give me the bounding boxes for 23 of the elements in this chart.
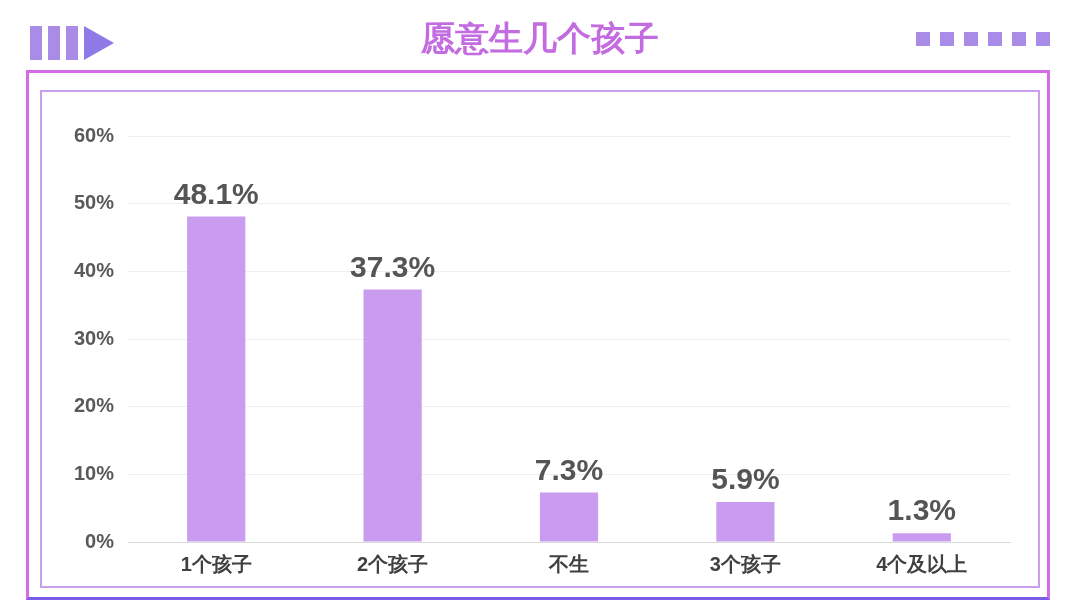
y-tick-label: 40% [74,258,115,281]
x-tick-label: 4个及以上 [876,552,968,575]
bar [716,502,775,542]
bar [892,533,951,542]
x-tick-label: 2个孩子 [357,552,429,575]
x-tick-label: 1个孩子 [180,552,252,575]
x-tick-label: 3个孩子 [709,552,781,575]
data-label: 37.3% [350,249,436,283]
bar [363,289,422,542]
data-label: 1.3% [887,493,956,527]
x-tick-label: 不生 [548,552,590,575]
chart-title: 愿意生几个孩子 [420,18,660,59]
y-tick-label: 50% [74,191,115,214]
bar [539,492,599,542]
y-tick-label: 30% [74,326,115,349]
y-tick-label: 0% [85,529,115,552]
bar [187,216,246,542]
y-tick-label: 10% [74,461,115,484]
data-label: 48.1% [173,176,259,210]
y-tick-label: 60% [74,123,115,146]
data-label: 7.3% [534,452,604,486]
data-label: 5.9% [711,462,780,496]
y-tick-label: 20% [74,394,115,417]
